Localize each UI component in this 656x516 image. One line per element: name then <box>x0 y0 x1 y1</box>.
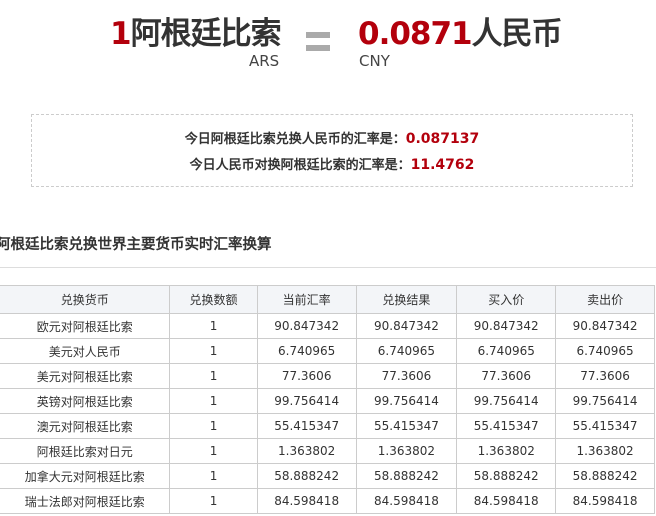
table-cell: 84.598418 <box>555 488 655 514</box>
rate-label: 今日阿根廷比索兑换人民币的汇率是： <box>184 132 406 147</box>
from-amount: 1阿根廷比索 <box>110 16 282 52</box>
table-row: 澳元对阿根廷比索 1 55.415347 55.415347 55.415347 55.4… <box>0 413 655 439</box>
table-cell: 90.847342 <box>256 313 357 339</box>
rate-label: 今日人民币对换阿根廷比索的汇率是： <box>189 158 411 173</box>
column-header: 兑换数额 <box>169 285 258 314</box>
rate-summary: 今日阿根廷比索兑换人民币的汇率是：0.087137 今日人民币对换阿根廷比索的汇… <box>31 114 633 187</box>
table-cell: 美元对阿根廷比索 <box>0 363 171 389</box>
table-cell: 55.415347 <box>456 413 557 439</box>
table-cell: 58.888242 <box>456 463 557 489</box>
table-cell: 90.847342 <box>456 313 557 339</box>
column-header: 兑换结果 <box>355 285 458 314</box>
table-cell: 6.740965 <box>456 338 557 364</box>
table-row: 瑞士法郎对阿根廷比索 1 84.598418 84.598418 84.598418 84… <box>0 488 655 514</box>
from-code: ARS <box>249 52 280 70</box>
table-cell: 1 <box>169 488 258 514</box>
table-cell: 欧元对阿根廷比索 <box>0 313 171 339</box>
table-row: 加拿大元对阿根廷比索 1 58.888242 58.888242 58.888242 58… <box>0 463 655 489</box>
table-cell: 1.363802 <box>456 438 557 464</box>
section-title: 阿根廷比索兑换世界主要货币实时汇率换算 <box>0 237 272 253</box>
table-cell: 99.756414 <box>355 388 458 414</box>
table-cell: 1 <box>169 313 258 339</box>
table-cell: 55.415347 <box>355 413 458 439</box>
table-cell: 90.847342 <box>355 313 458 339</box>
to-code: CNY <box>359 52 390 70</box>
table-cell: 6.740965 <box>355 338 458 364</box>
table-cell: 58.888242 <box>355 463 458 489</box>
equals-icon <box>306 32 330 38</box>
table-cell: 84.598418 <box>456 488 557 514</box>
table-cell: 6.740965 <box>256 338 357 364</box>
table-cell: 加拿大元对阿根廷比索 <box>0 463 171 489</box>
table-row: 欧元对阿根廷比索 1 90.847342 90.847342 90.847342 90.8… <box>0 313 655 339</box>
table-cell: 1.363802 <box>555 438 655 464</box>
table-row: 美元对阿根廷比索 1 77.3606 77.3606 77.3606 77.3606 <box>0 363 655 389</box>
table-cell: 77.3606 <box>355 363 458 389</box>
table-cell: 99.756414 <box>256 388 357 414</box>
table-cell: 1 <box>169 338 258 364</box>
table-row: 阿根廷比索对日元 1 1.363802 1.363802 1.363802 1.36380… <box>0 438 655 464</box>
rate-value: 11.4762 <box>410 157 475 173</box>
table-cell: 58.888242 <box>555 463 655 489</box>
table-cell: 澳元对阿根廷比索 <box>0 413 171 439</box>
table-cell: 84.598418 <box>256 488 357 514</box>
table-cell: 77.3606 <box>456 363 557 389</box>
table-cell: 55.415347 <box>256 413 357 439</box>
table-cell: 美元对人民币 <box>0 338 171 364</box>
table-cell: 1 <box>169 363 258 389</box>
table-cell: 1.363802 <box>256 438 357 464</box>
table-cell: 6.740965 <box>555 338 655 364</box>
table-cell: 1.363802 <box>355 438 458 464</box>
column-header: 当前汇率 <box>256 285 357 314</box>
to-amount: 0.0871人民币 <box>358 16 563 52</box>
table-cell: 瑞士法郎对阿根廷比索 <box>0 488 171 514</box>
table-row: 英镑对阿根廷比索 1 99.756414 99.756414 99.756414 99.7… <box>0 388 655 414</box>
table-cell: 77.3606 <box>555 363 655 389</box>
rates-table: 兑换货币 兑换数额 当前汇率 兑换结果 买入价 卖出价 欧元对阿根廷比索 1 90.847342… <box>0 285 655 514</box>
table-cell: 58.888242 <box>256 463 357 489</box>
table-cell: 1 <box>169 388 258 414</box>
table-cell: 99.756414 <box>555 388 655 414</box>
table-cell: 90.847342 <box>555 313 655 339</box>
divider <box>0 267 656 268</box>
table-cell: 阿根廷比索对日元 <box>0 438 171 464</box>
table-cell: 99.756414 <box>456 388 557 414</box>
rate-value: 0.087137 <box>405 131 480 147</box>
column-header: 卖出价 <box>555 285 655 314</box>
table-row: 美元对人民币 1 6.740965 6.740965 6.740965 6.740965 <box>0 338 655 364</box>
column-header: 兑换货币 <box>0 285 171 314</box>
table-cell: 77.3606 <box>256 363 357 389</box>
table-cell: 55.415347 <box>555 413 655 439</box>
table-cell: 英镑对阿根廷比索 <box>0 388 171 414</box>
column-header: 买入价 <box>456 285 557 314</box>
table-cell: 84.598418 <box>355 488 458 514</box>
table-cell: 1 <box>169 413 258 439</box>
table-cell: 1 <box>169 463 258 489</box>
table-cell: 1 <box>169 438 258 464</box>
